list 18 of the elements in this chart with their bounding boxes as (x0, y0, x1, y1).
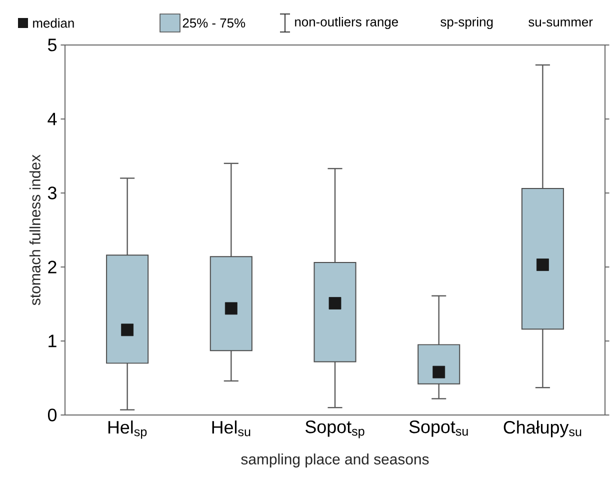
text: sp-spring (440, 16, 493, 30)
x-tick-label: Sopot$_{sp}$ (306, 420, 364, 438)
x-axis-title: sampling place and seasons (241, 454, 429, 468)
x-tick-label: Hel$_{su}$ (212, 420, 250, 436)
x-tick-label: Sopot$_{su}$ (409, 420, 468, 437)
y-tick-label: 5 (48, 38, 56, 52)
y-axis-title: stomach fullness index (29, 154, 40, 306)
text: 25% - 75% (182, 18, 246, 28)
text: su-summer (528, 19, 593, 27)
x-tick-label: Chałupy$_{su}$ (504, 420, 582, 438)
y-tick-label: 3 (48, 186, 56, 200)
y-tick-label: 4 (48, 112, 57, 126)
text: median (33, 18, 74, 28)
text: non-outliers range (295, 16, 398, 30)
y-tick-label: 0 (48, 408, 57, 422)
y-tick-label: 1 (48, 334, 56, 348)
x-tick-label: Hel$_{sp}$ (108, 420, 147, 439)
y-tick-label: 2 (48, 260, 56, 274)
